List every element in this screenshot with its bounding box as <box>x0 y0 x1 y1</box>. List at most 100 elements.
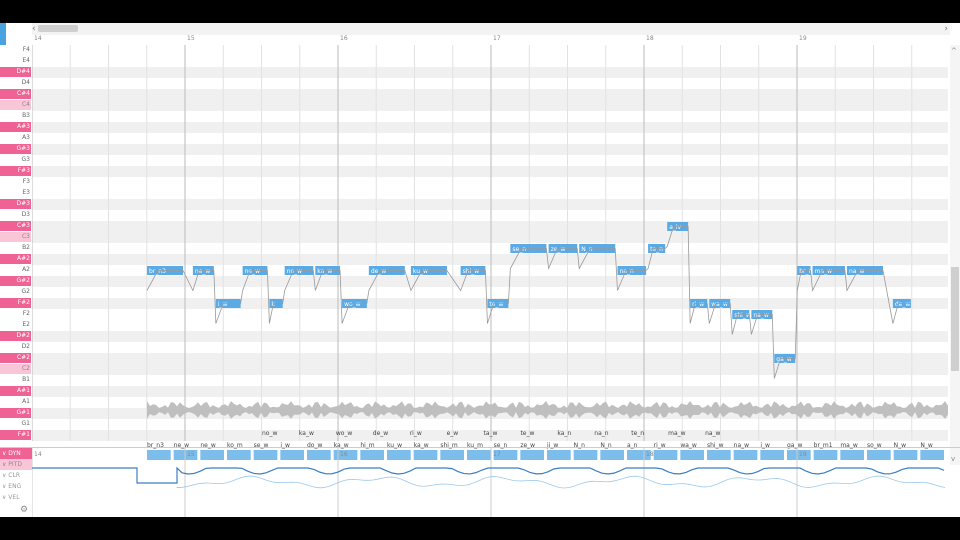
lyric-label[interactable]: ka_n <box>557 430 571 437</box>
lyric-label[interactable]: e_w <box>447 430 459 437</box>
pitch-curve[interactable] <box>146 226 911 379</box>
lyric-label[interactable]: se_w <box>254 442 269 449</box>
lyric-label[interactable]: te_n <box>631 430 644 437</box>
piano-key-e2[interactable]: E2 <box>0 320 31 330</box>
phoneme-block[interactable] <box>573 450 598 460</box>
lyric-label[interactable]: ku_w <box>387 442 402 449</box>
lyric-label[interactable]: de_w <box>373 430 389 437</box>
lyric-label[interactable]: ta_w <box>484 430 498 437</box>
phoneme-block[interactable] <box>680 450 704 460</box>
piano-key-dsharp3[interactable]: D#3 <box>0 199 31 209</box>
lyric-label[interactable]: ji_w <box>546 442 558 449</box>
dynamics-curve[interactable] <box>32 466 945 484</box>
phoneme-block[interactable] <box>707 450 731 460</box>
piano-key-d3[interactable]: D3 <box>0 210 31 220</box>
phoneme-block[interactable] <box>307 450 331 460</box>
piano-key-c3[interactable]: C3 <box>0 232 31 242</box>
lyric-label[interactable]: i_w <box>760 442 770 449</box>
horizontal-scroll-thumb[interactable] <box>38 25 78 32</box>
piano-key-b1[interactable]: B1 <box>0 375 31 385</box>
phoneme-block[interactable] <box>627 450 651 460</box>
piano-key-fsharp3[interactable]: F#3 <box>0 166 31 176</box>
piano-key-fsharp2[interactable]: F#2 <box>0 298 31 308</box>
lyric-label[interactable]: so_w <box>867 442 882 449</box>
scroll-right-icon[interactable]: › <box>944 24 948 34</box>
piano-key-a3[interactable]: A3 <box>0 133 31 143</box>
gear-icon[interactable]: ⚙ <box>20 505 29 515</box>
lyric-label[interactable]: ka_w <box>334 442 349 449</box>
lyric-label[interactable]: ka_w <box>414 442 429 449</box>
piano-key-c4[interactable]: C4 <box>0 100 31 110</box>
piano-key-gsharp2[interactable]: G#2 <box>0 276 31 286</box>
piano-key-a2[interactable]: A2 <box>0 265 31 275</box>
lyric-label[interactable]: ne_w <box>174 442 189 449</box>
piano-key-asharp3[interactable]: A#3 <box>0 122 31 132</box>
vertical-scrollbar[interactable]: ^ v <box>950 45 960 465</box>
piano-key-dsharp4[interactable]: D#4 <box>0 67 31 77</box>
piano-key-gsharp3[interactable]: G#3 <box>0 144 31 154</box>
param-tab-clr[interactable]: ∨ CLR <box>2 472 20 479</box>
piano-key-g2[interactable]: G2 <box>0 287 31 297</box>
pitch-deviation-curve[interactable] <box>176 475 946 489</box>
lyric-label[interactable]: N_n <box>600 442 611 449</box>
lyric-label[interactable]: wo_w <box>336 430 353 437</box>
phoneme-block[interactable] <box>600 450 624 460</box>
phoneme-block[interactable] <box>867 450 891 460</box>
piano-key-asharp2[interactable]: A#2 <box>0 254 31 264</box>
piano-keyboard[interactable]: F4 E4 D#4 D4 C#4 C4 B3 A#3 A3 G#3 G3 F#3 F3 E3 D#3 D3 C#… <box>0 45 32 465</box>
lyric-label[interactable]: a_n <box>627 442 638 449</box>
piano-key-dsharp2[interactable]: D#2 <box>0 331 31 341</box>
piano-key-c2[interactable]: C2 <box>0 364 31 374</box>
lyric-label[interactable]: no_w <box>262 430 277 437</box>
parameter-curve-graph[interactable]: 14 15 16 17 18 19 <box>32 448 948 517</box>
phoneme-block[interactable] <box>493 450 518 460</box>
phoneme-block[interactable] <box>200 450 224 460</box>
lyric-label[interactable]: N_w <box>894 442 906 449</box>
piano-key-gsharp1[interactable]: G#1 <box>0 408 31 418</box>
lyric-label[interactable]: hi_m <box>360 442 374 449</box>
piano-key-e4[interactable]: E4 <box>0 56 31 66</box>
phoneme-block[interactable] <box>227 450 251 460</box>
lyric-label[interactable]: se_n <box>494 442 508 449</box>
lyric-label[interactable]: shi_w <box>707 442 724 449</box>
lyric-label[interactable]: ze_w <box>520 442 535 449</box>
lyric-label[interactable]: br_m1 <box>814 442 833 449</box>
piano-key-asharp1[interactable]: A#1 <box>0 386 31 396</box>
phoneme-block[interactable] <box>520 450 544 460</box>
piano-key-g1[interactable]: G1 <box>0 419 31 429</box>
piano-key-a1[interactable]: A1 <box>0 397 31 407</box>
lyric-label[interactable]: te_w <box>520 430 534 437</box>
corner-toggle-button[interactable] <box>0 23 6 45</box>
piano-key-b3[interactable]: B3 <box>0 111 31 121</box>
phoneme-block[interactable] <box>547 450 571 460</box>
lyric-label[interactable]: do_w <box>307 442 322 449</box>
lyric-label[interactable]: shi_m <box>440 442 458 449</box>
param-tab-dyn[interactable]: ∨ DYN <box>0 448 32 459</box>
piano-key-csharp3[interactable]: C#3 <box>0 221 31 231</box>
lyric-label[interactable]: ri_w <box>654 442 666 449</box>
phoneme-block[interactable] <box>787 450 811 460</box>
param-tab-pitd[interactable]: ∨ PITD <box>0 459 32 470</box>
piano-key-f4[interactable]: F4 <box>0 45 31 55</box>
phoneme-block[interactable] <box>893 450 918 460</box>
phoneme-block[interactable] <box>147 450 171 460</box>
lyric-label[interactable]: N_w <box>920 442 932 449</box>
lyric-label[interactable]: ma_w <box>840 442 858 449</box>
lyric-label[interactable]: wa_w <box>680 442 697 449</box>
phoneme-block[interactable] <box>413 450 438 460</box>
piano-key-f2[interactable]: F2 <box>0 309 31 319</box>
vertical-scroll-thumb[interactable] <box>951 267 959 371</box>
phoneme-block[interactable] <box>387 450 411 460</box>
piano-key-fsharp1[interactable]: F#1 <box>0 430 31 440</box>
lyric-label[interactable]: ga_w <box>787 442 802 449</box>
phoneme-block[interactable] <box>467 450 491 460</box>
phoneme-block[interactable] <box>813 450 838 460</box>
piano-key-b2[interactable]: B2 <box>0 243 31 253</box>
lyric-label[interactable]: ko_m <box>227 442 243 449</box>
piano-key-d2[interactable]: D2 <box>0 342 31 352</box>
lyric-label[interactable]: na_n <box>594 430 608 437</box>
lyric-label[interactable]: i_w <box>280 442 290 449</box>
phoneme-block[interactable] <box>920 450 944 460</box>
piano-key-g3[interactable]: G3 <box>0 155 31 165</box>
phoneme-block[interactable] <box>440 450 464 460</box>
